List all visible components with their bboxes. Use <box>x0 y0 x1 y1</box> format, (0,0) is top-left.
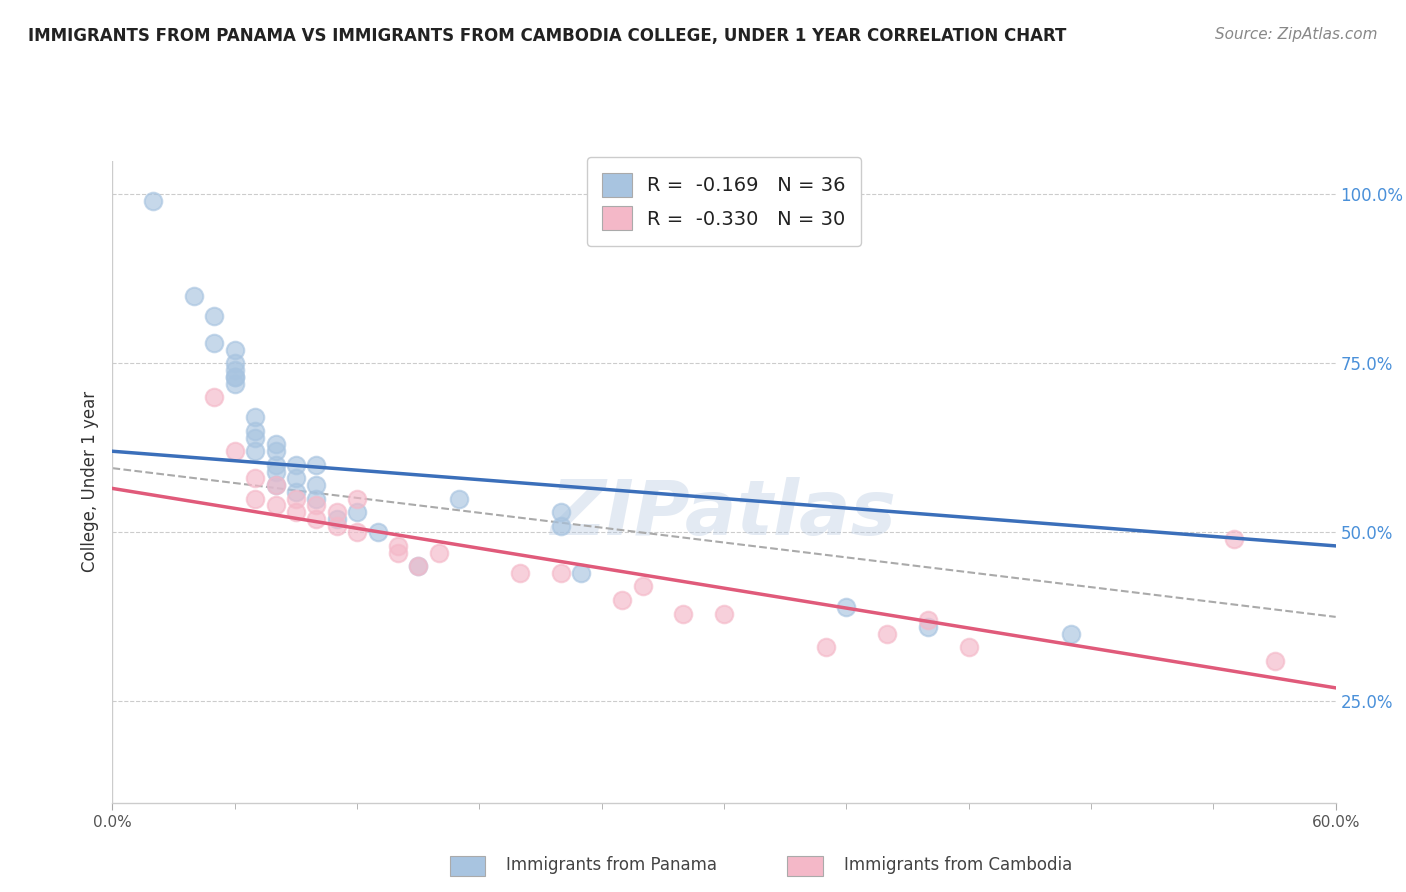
Point <box>631 579 654 593</box>
Point <box>1060 627 1083 641</box>
Y-axis label: College, Under 1 year: College, Under 1 year <box>80 391 98 573</box>
Point <box>245 491 267 506</box>
Point <box>284 484 308 499</box>
Point <box>245 431 267 445</box>
Point <box>550 505 572 519</box>
Point <box>305 458 328 472</box>
Text: ZIPatlas: ZIPatlas <box>551 477 897 550</box>
Point <box>305 499 328 513</box>
Point <box>224 370 246 384</box>
Point <box>284 471 308 485</box>
Point <box>224 444 246 458</box>
Point <box>408 559 430 574</box>
Point <box>427 546 450 560</box>
Point <box>305 512 328 526</box>
Point <box>408 559 430 574</box>
Point <box>224 370 246 384</box>
Point <box>284 491 308 506</box>
Point <box>183 289 205 303</box>
Point <box>876 627 898 641</box>
Point <box>815 640 838 655</box>
Point <box>284 505 308 519</box>
Point <box>204 309 226 323</box>
Point <box>142 194 165 208</box>
Point <box>224 343 246 357</box>
Point <box>245 410 267 425</box>
Point <box>326 518 349 533</box>
Point <box>326 512 349 526</box>
Point <box>346 525 368 540</box>
Point <box>957 640 980 655</box>
Point <box>245 424 267 438</box>
Point <box>550 518 572 533</box>
Point <box>1223 532 1246 546</box>
Point <box>245 444 267 458</box>
Text: Source: ZipAtlas.com: Source: ZipAtlas.com <box>1215 27 1378 42</box>
Point <box>305 478 328 492</box>
Point <box>509 566 531 580</box>
Point <box>264 478 287 492</box>
Point <box>387 546 409 560</box>
Point <box>326 505 349 519</box>
Point <box>264 444 287 458</box>
Point <box>571 566 593 580</box>
Text: Immigrants from Panama: Immigrants from Panama <box>506 856 717 874</box>
Point <box>366 525 388 540</box>
Point <box>264 437 287 451</box>
Point <box>204 336 226 351</box>
Point <box>387 539 409 553</box>
Point <box>346 491 368 506</box>
Text: Immigrants from Cambodia: Immigrants from Cambodia <box>844 856 1071 874</box>
Point <box>1264 654 1286 668</box>
Point <box>305 491 328 506</box>
Point <box>610 593 633 607</box>
Point <box>835 599 858 614</box>
Point <box>917 613 939 627</box>
Point <box>550 566 572 580</box>
Point <box>284 458 308 472</box>
Point <box>204 390 226 404</box>
Point <box>264 465 287 479</box>
Legend: R =  -0.169   N = 36, R =  -0.330   N = 30: R = -0.169 N = 36, R = -0.330 N = 30 <box>586 157 862 245</box>
Point <box>224 376 246 391</box>
Point <box>264 458 287 472</box>
Point <box>224 356 246 370</box>
Point <box>713 607 735 621</box>
Point <box>346 505 368 519</box>
Point <box>264 499 287 513</box>
Point <box>245 471 267 485</box>
Point <box>447 491 470 506</box>
Point <box>224 363 246 377</box>
Text: IMMIGRANTS FROM PANAMA VS IMMIGRANTS FROM CAMBODIA COLLEGE, UNDER 1 YEAR CORRELA: IMMIGRANTS FROM PANAMA VS IMMIGRANTS FRO… <box>28 27 1067 45</box>
Point <box>672 607 695 621</box>
Point <box>917 620 939 634</box>
Point <box>264 478 287 492</box>
